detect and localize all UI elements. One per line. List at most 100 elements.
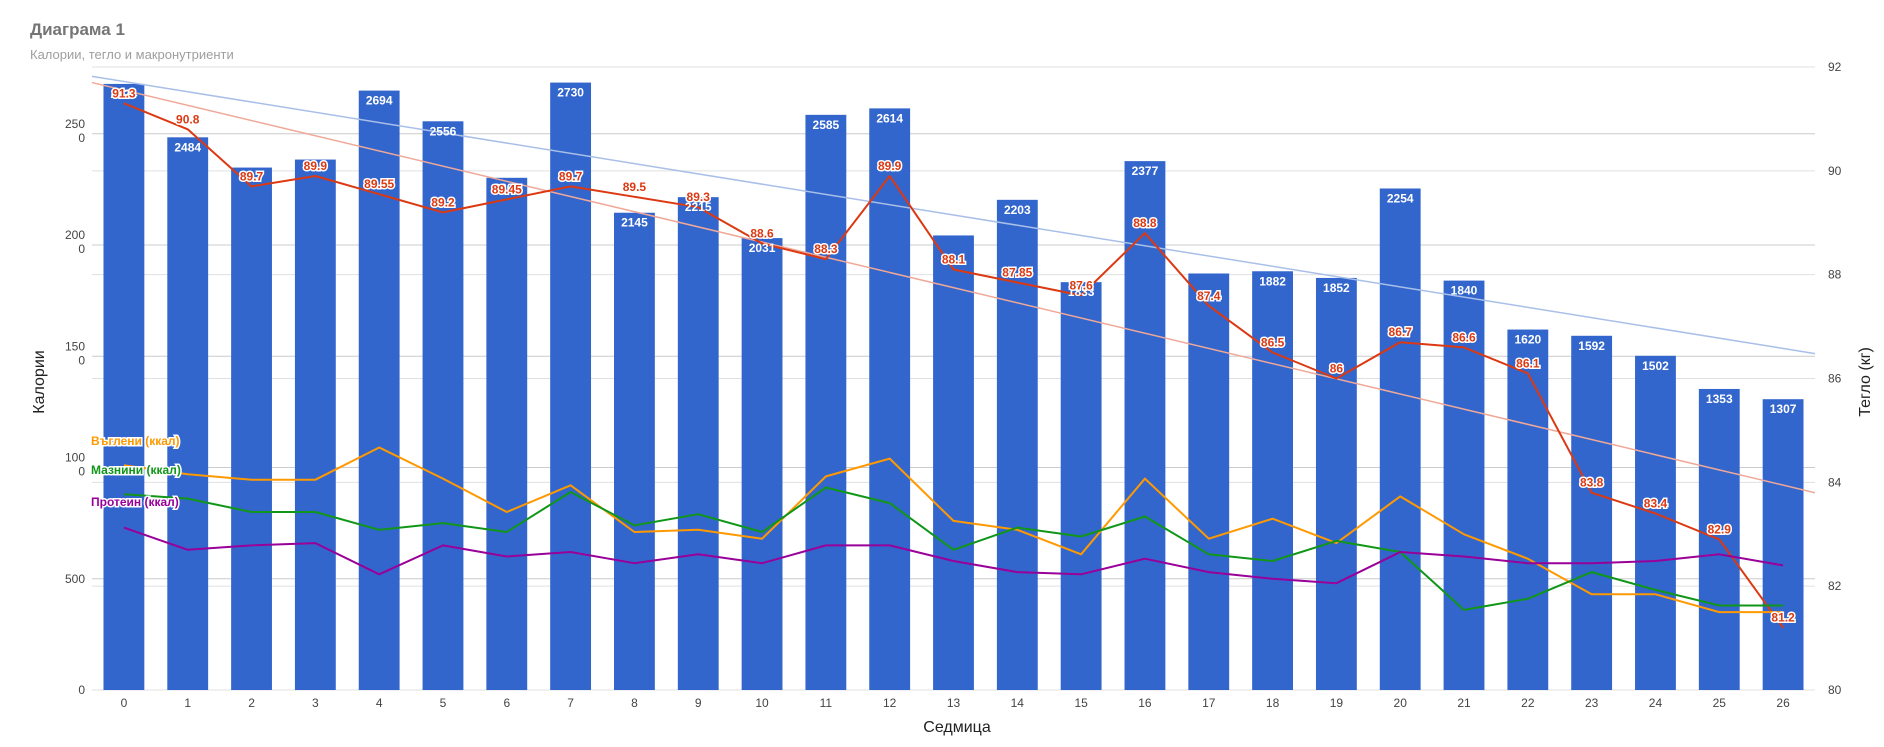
bar-label: 1840: [1451, 284, 1478, 298]
x-tick-label: 20: [1394, 696, 1408, 710]
bar-label: 2145: [621, 216, 648, 230]
weight-label: 88.3: [814, 242, 838, 256]
weight-label: 88.1: [942, 252, 966, 266]
weight-label: 86.5: [1261, 336, 1285, 350]
line-layer: [91, 75, 1816, 629]
bar-label: 2203: [1004, 203, 1031, 217]
x-tick-label: 2: [248, 696, 255, 710]
bar-label: 2254: [1387, 191, 1414, 205]
y-tick-right: 86: [1828, 372, 1842, 386]
x-tick-label: 12: [883, 696, 897, 710]
x-tick-label: 15: [1074, 696, 1088, 710]
bar-label: 2585: [813, 118, 840, 132]
bar-calories: [933, 235, 974, 690]
y-tick-left-part: 100: [65, 451, 85, 465]
x-tick-label: 8: [631, 696, 638, 710]
weight-label: 86.6: [1452, 330, 1476, 344]
bar-calories: [614, 212, 655, 691]
x-tick-label: 22: [1521, 696, 1535, 710]
x-tick-label: 6: [503, 696, 510, 710]
x-tick-label: 19: [1330, 696, 1344, 710]
weight-label: 89.9: [878, 159, 902, 173]
x-tick-label: 3: [312, 696, 319, 710]
y-tick-left-part: 250: [65, 117, 85, 131]
trendline-calories: [91, 75, 1816, 355]
y-tick-left-part: 0: [78, 242, 85, 256]
bar-calories: [1507, 329, 1549, 690]
x-tick-label: 9: [695, 696, 702, 710]
bar-label: 1852: [1323, 281, 1350, 295]
y-tick-left: 100 0: [65, 451, 85, 479]
x-tick-label: 4: [376, 696, 383, 710]
bar-calories: [677, 197, 719, 690]
series-name-label: Мазнини (ккал): [91, 463, 181, 477]
x-tick-label: 0: [121, 696, 128, 710]
bar-calories: [1315, 277, 1357, 690]
label-layer: 2724 2484 2694 2556 2302 2730 2145 2215 2031 2585…: [90, 85, 1797, 626]
weight-label: 89.9: [304, 159, 328, 173]
bar-calories: [486, 177, 528, 690]
bar-calories: [1060, 282, 1102, 690]
x-tick-label: 10: [755, 696, 769, 710]
weight-label: 86: [1330, 362, 1344, 376]
weight-label: 89.5: [623, 180, 647, 194]
bar-calories: [1762, 399, 1804, 690]
x-tick-label: 26: [1776, 696, 1790, 710]
bar-label: 2694: [366, 94, 393, 108]
y-tick-left-part: 0: [78, 683, 85, 697]
x-tick-label: 24: [1649, 696, 1663, 710]
y-tick-left: 150 0: [65, 339, 85, 367]
chart-subtitle: Калории, тегло и макронутриенти: [30, 47, 234, 62]
bar-calories: [1571, 335, 1613, 690]
x-tick-label: 25: [1713, 696, 1727, 710]
bar-calories: [167, 137, 209, 690]
bar-label: 1307: [1770, 402, 1797, 416]
x-tick-label: 13: [947, 696, 961, 710]
bar-calories: [1188, 273, 1230, 690]
bar-label: 2556: [430, 124, 457, 138]
weight-label: 89.45: [492, 182, 522, 196]
weight-label: 91.3: [112, 86, 136, 100]
y-tick-right: 82: [1828, 579, 1842, 593]
x-tick-label: 1: [184, 696, 191, 710]
weight-label: 86.7: [1389, 325, 1413, 339]
bar-layer: [103, 82, 1804, 691]
y-tick-left-part: 0: [78, 465, 85, 479]
weight-label: 81.2: [1771, 611, 1795, 625]
bar-label: 2215: [685, 200, 712, 214]
bar-label: 2730: [557, 86, 584, 100]
y-tick-right: 92: [1828, 60, 1842, 74]
bar-calories: [805, 114, 847, 690]
bar-label: 2031: [749, 241, 776, 255]
bar-label: 1502: [1642, 359, 1669, 373]
series-line-fat: [123, 486, 1784, 611]
trendline-weight: [91, 81, 1816, 494]
y-axis-right-title: Тегло (кг): [1857, 347, 1874, 417]
bar-calories: [103, 83, 145, 690]
x-tick-label: 16: [1138, 696, 1152, 710]
y-tick-left: 500: [65, 572, 85, 586]
weight-label: 89.2: [431, 195, 455, 209]
x-tick-label: 7: [567, 696, 574, 710]
weight-label: 89.7: [559, 169, 583, 183]
y-tick-left-part: 150: [65, 339, 85, 353]
weight-label: 87.85: [1002, 265, 1032, 279]
weight-label: 89.7: [240, 169, 264, 183]
bar-label: 2484: [174, 140, 201, 154]
y-tick-right: 88: [1828, 268, 1842, 282]
bar-label: 1592: [1578, 339, 1605, 353]
x-tick-label: 14: [1011, 696, 1025, 710]
x-tick-label: 17: [1202, 696, 1216, 710]
bar-label: 1620: [1514, 333, 1541, 347]
x-tick-label: 11: [820, 696, 833, 710]
x-tick-label: 21: [1457, 696, 1471, 710]
bar-label: 2302: [493, 181, 520, 195]
weight-label: 86.1: [1516, 356, 1540, 370]
y-tick-left-part: 0: [78, 353, 85, 367]
series-line-carbs: [123, 446, 1784, 614]
bar-label: 2724: [111, 87, 138, 101]
bar-calories: [1252, 271, 1293, 690]
weight-label: 83.8: [1580, 476, 1604, 490]
